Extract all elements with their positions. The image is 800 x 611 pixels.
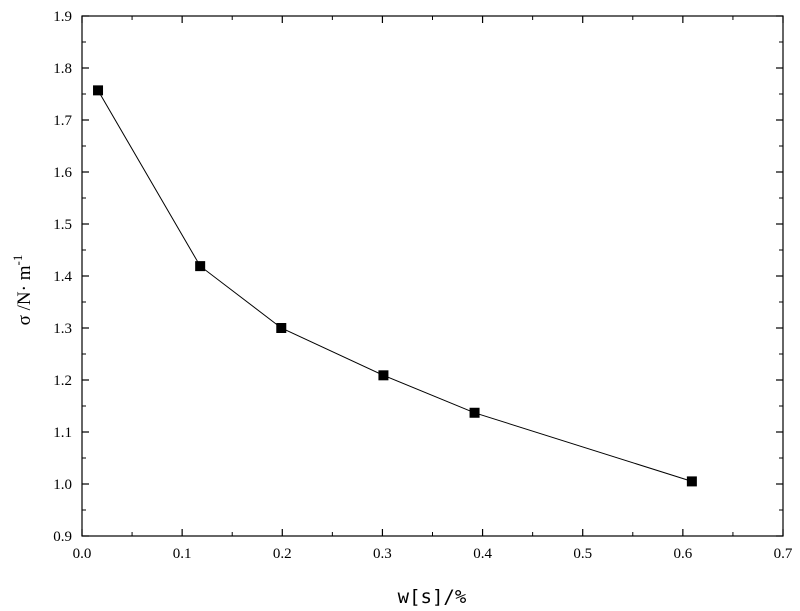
- data-point-marker: [469, 407, 480, 418]
- data-point-marker: [686, 476, 697, 487]
- y-axis-title-main: σ /N· m: [14, 265, 35, 325]
- y-tick-label: 1.5: [53, 217, 72, 233]
- data-point-marker: [276, 323, 287, 333]
- series-line: [97, 90, 693, 482]
- plot-frame: [81, 15, 784, 537]
- data-point-marker: [93, 85, 104, 96]
- x-tick-label: 0.5: [573, 546, 592, 562]
- x-axis: 0.0 0.1 0.2 0.3 0.4 0.5 0.6 0.7: [73, 16, 793, 562]
- y-tick-label: 1.0: [53, 477, 72, 493]
- x-tick-label: 0.6: [673, 546, 692, 562]
- series-layer: [93, 85, 697, 487]
- y-tick-label: 0.9: [53, 529, 72, 545]
- x-tick-label: 0.1: [173, 546, 192, 562]
- y-tick-label: 1.1: [53, 425, 72, 441]
- y-axis-title: σ /N· m-1: [10, 255, 35, 326]
- y-tick-label: 1.7: [53, 113, 72, 129]
- x-tick-label: 0.7: [774, 546, 793, 562]
- data-point-marker: [378, 370, 389, 381]
- y-tick-label: 1.3: [53, 321, 72, 337]
- data-point-marker: [195, 261, 206, 272]
- x-tick-label: 0.3: [373, 546, 392, 562]
- y-tick-label: 1.8: [53, 61, 72, 77]
- x-tick-label: 0.0: [73, 546, 92, 562]
- y-tick-label: 1.6: [53, 165, 72, 181]
- x-tick-label: 0.4: [473, 546, 492, 562]
- x-tick-label: 0.2: [273, 546, 292, 562]
- x-axis-title: w[s]/%: [398, 586, 467, 608]
- y-axis-title-superscript: -1: [10, 255, 25, 266]
- y-axis: 0.9 1.0 1.1 1.2 1.3 1.4 1.5 1.6 1.7 1.8 1.9: [53, 9, 783, 545]
- y-tick-label: 1.9: [53, 9, 72, 25]
- y-tick-label: 1.4: [53, 269, 72, 285]
- y-tick-label: 1.2: [53, 373, 72, 389]
